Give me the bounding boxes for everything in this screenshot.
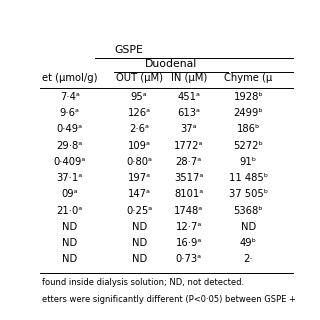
Text: 7·4ᵃ: 7·4ᵃ bbox=[60, 92, 80, 102]
Text: IN (μM): IN (μM) bbox=[171, 73, 207, 83]
Text: 16·9ᵃ: 16·9ᵃ bbox=[176, 238, 202, 248]
Text: et (μmol/g): et (μmol/g) bbox=[42, 73, 98, 83]
Text: 0·49ᵃ: 0·49ᵃ bbox=[57, 124, 83, 134]
Text: 11 485ᵇ: 11 485ᵇ bbox=[229, 173, 268, 183]
Text: 95ᵃ: 95ᵃ bbox=[131, 92, 148, 102]
Text: ND: ND bbox=[62, 238, 77, 248]
Text: 5272ᵇ: 5272ᵇ bbox=[233, 141, 263, 151]
Text: 0·409ᵃ: 0·409ᵃ bbox=[53, 157, 86, 167]
Text: ND: ND bbox=[132, 254, 147, 265]
Text: 12·7ᵃ: 12·7ᵃ bbox=[176, 222, 202, 232]
Text: ND: ND bbox=[241, 222, 256, 232]
Text: 613ᵃ: 613ᵃ bbox=[177, 108, 200, 118]
Text: ND: ND bbox=[62, 222, 77, 232]
Text: 29·8ᵃ: 29·8ᵃ bbox=[57, 141, 83, 151]
Text: Duodenal: Duodenal bbox=[145, 59, 197, 69]
Text: 28·7ᵃ: 28·7ᵃ bbox=[176, 157, 202, 167]
Text: Chyme (μ: Chyme (μ bbox=[224, 73, 272, 83]
Text: OUT (μM): OUT (μM) bbox=[116, 73, 163, 83]
Text: 37·1ᵃ: 37·1ᵃ bbox=[57, 173, 83, 183]
Text: 49ᵇ: 49ᵇ bbox=[240, 238, 257, 248]
Text: 147ᵃ: 147ᵃ bbox=[128, 189, 151, 199]
Text: 9·6ᵃ: 9·6ᵃ bbox=[60, 108, 80, 118]
Text: found inside dialysis solution; ND, not detected.: found inside dialysis solution; ND, not … bbox=[43, 278, 244, 287]
Text: 2·: 2· bbox=[244, 254, 253, 265]
Text: 2499ᵇ: 2499ᵇ bbox=[234, 108, 263, 118]
Text: 126ᵃ: 126ᵃ bbox=[128, 108, 151, 118]
Text: 1928ᵇ: 1928ᵇ bbox=[234, 92, 263, 102]
Text: 21·0ᵃ: 21·0ᵃ bbox=[57, 206, 83, 216]
Text: 91ᵇ: 91ᵇ bbox=[240, 157, 257, 167]
Text: ND: ND bbox=[62, 254, 77, 265]
Text: 37 505ᵇ: 37 505ᵇ bbox=[229, 189, 268, 199]
Text: 1772ᵃ: 1772ᵃ bbox=[174, 141, 204, 151]
Text: 37ᵃ: 37ᵃ bbox=[180, 124, 197, 134]
Text: 0·25ᵃ: 0·25ᵃ bbox=[126, 206, 152, 216]
Text: 09ᵃ: 09ᵃ bbox=[61, 189, 78, 199]
Text: GSPE: GSPE bbox=[115, 44, 144, 54]
Text: ND: ND bbox=[132, 238, 147, 248]
Text: 2·6ᵃ: 2·6ᵃ bbox=[129, 124, 149, 134]
Text: etters were significantly different (P<0·05) between GSPE +: etters were significantly different (P<0… bbox=[43, 295, 296, 304]
Text: 8101ᵃ: 8101ᵃ bbox=[174, 189, 204, 199]
Text: 3517ᵃ: 3517ᵃ bbox=[174, 173, 204, 183]
Text: 0·73ᵃ: 0·73ᵃ bbox=[176, 254, 202, 265]
Text: 451ᵃ: 451ᵃ bbox=[177, 92, 200, 102]
Text: 0·80ᵃ: 0·80ᵃ bbox=[126, 157, 152, 167]
Text: 5368ᵇ: 5368ᵇ bbox=[234, 206, 263, 216]
Text: 186ᵇ: 186ᵇ bbox=[236, 124, 260, 134]
Text: ND: ND bbox=[132, 222, 147, 232]
Text: 197ᵃ: 197ᵃ bbox=[128, 173, 151, 183]
Text: 1748ᵃ: 1748ᵃ bbox=[174, 206, 204, 216]
Text: 109ᵃ: 109ᵃ bbox=[128, 141, 151, 151]
